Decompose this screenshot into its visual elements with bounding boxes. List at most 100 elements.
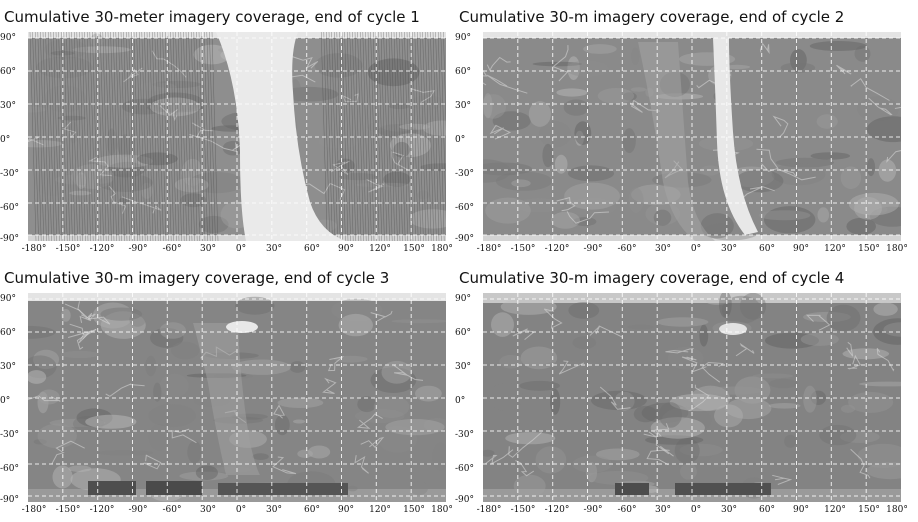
lat-label-30s: -30° (0, 430, 19, 440)
partial-swath-region (193, 323, 260, 475)
map-graphic (28, 293, 446, 502)
dark-gap-patch (675, 483, 771, 495)
lon-label-150: 150° (858, 244, 880, 254)
lon-label-90: 90° (338, 244, 354, 254)
lon-label-30a: 30° (655, 505, 671, 515)
bright-feature (226, 321, 258, 333)
lon-label-m60: -60° (162, 505, 182, 515)
lon-label-m90: -90° (128, 505, 148, 515)
lon-label-30a: 30° (200, 505, 216, 515)
coverage-gap-region (713, 38, 758, 235)
lon-label-m90: -90° (583, 505, 603, 515)
lat-label-60n: 60° (455, 67, 471, 77)
panel-cycle-4: Cumulative 30-m imagery coverage, end of… (455, 261, 910, 522)
lon-label-m120: -120° (544, 505, 570, 515)
lon-label-90: 90° (793, 505, 809, 515)
lon-label-m180: -180° (21, 505, 47, 515)
lat-label-90s: -90° (0, 495, 19, 505)
lat-label-0: 0° (455, 135, 466, 145)
lon-label-m120: -120° (544, 244, 570, 254)
lon-label-0: 0° (690, 244, 702, 254)
map-graphic (28, 32, 446, 241)
lon-label-m120: -120° (89, 505, 115, 515)
lat-label-0: 0° (0, 396, 11, 406)
lon-label-30b: 30° (721, 244, 737, 254)
lon-label-m120: -120° (89, 244, 115, 254)
lat-label-90s: -90° (0, 234, 19, 244)
terrain-texture (483, 293, 901, 499)
lon-label-90: 90° (793, 244, 809, 254)
lon-label-60: 60° (304, 244, 320, 254)
lon-label-30b: 30° (266, 505, 282, 515)
lat-label-60s: -60° (0, 464, 19, 474)
panel-title: Cumulative 30-m imagery coverage, end of… (459, 8, 845, 26)
lon-label-m150: -150° (510, 505, 536, 515)
lon-label-90: 90° (338, 505, 354, 515)
lon-label-30a: 30° (655, 244, 671, 254)
dark-gap-patch (615, 483, 649, 495)
dark-gap-patch (218, 483, 348, 495)
lat-label-30s: -30° (455, 430, 474, 440)
lat-label-90n: 90° (0, 33, 16, 43)
lon-label-120: 120° (369, 244, 391, 254)
panel-cycle-3: Cumulative 30-m imagery coverage, end of… (0, 261, 455, 522)
lon-label-180: 180° (886, 505, 908, 515)
lat-label-90s: -90° (455, 234, 474, 244)
lon-label-m90: -90° (128, 244, 148, 254)
lon-label-150: 150° (403, 244, 425, 254)
lon-label-60: 60° (759, 505, 775, 515)
map-graphic (483, 32, 901, 241)
lat-label-60n: 60° (0, 328, 16, 338)
venus-coverage-map (483, 32, 901, 241)
map-graphic (483, 293, 901, 502)
lat-label-30s: -30° (455, 169, 474, 179)
venus-coverage-map (28, 293, 446, 502)
lon-label-0: 0° (690, 505, 702, 515)
lat-label-90n: 90° (455, 294, 471, 304)
lon-label-60: 60° (759, 244, 775, 254)
lat-label-90n: 90° (455, 33, 471, 43)
lat-label-60s: -60° (455, 464, 474, 474)
lon-label-m180: -180° (476, 505, 502, 515)
lon-label-m60: -60° (162, 244, 182, 254)
polar-gap-north (28, 293, 446, 301)
lon-label-m60: -60° (617, 505, 637, 515)
lon-label-0: 0° (235, 505, 247, 515)
lon-label-180: 180° (431, 244, 453, 254)
lon-label-120: 120° (369, 505, 391, 515)
polar-strip-north (483, 293, 901, 303)
lat-label-0: 0° (455, 396, 466, 406)
lat-label-30s: -30° (0, 169, 19, 179)
lat-label-90n: 90° (0, 294, 16, 304)
lon-label-120: 120° (824, 244, 846, 254)
lon-label-m180: -180° (21, 244, 47, 254)
lat-label-0: 0° (0, 135, 11, 145)
lon-label-30b: 30° (266, 244, 282, 254)
lon-label-30a: 30° (200, 244, 216, 254)
lon-label-120: 120° (824, 505, 846, 515)
lon-label-m150: -150° (55, 505, 81, 515)
lat-label-60n: 60° (0, 67, 16, 77)
dark-gap-patch (146, 481, 202, 495)
venus-coverage-map (483, 293, 901, 502)
lon-label-180: 180° (431, 505, 453, 515)
lat-label-30n: 30° (455, 362, 471, 372)
panel-title: Cumulative 30-m imagery coverage, end of… (4, 269, 390, 287)
panel-cycle-2: Cumulative 30-m imagery coverage, end of… (455, 0, 910, 261)
lat-label-90s: -90° (455, 495, 474, 505)
lon-label-180: 180° (886, 244, 908, 254)
terrain-base (483, 293, 901, 502)
lat-label-30n: 30° (0, 362, 16, 372)
lat-label-60s: -60° (0, 203, 19, 213)
bright-feature (719, 323, 747, 335)
lon-label-0: 0° (235, 244, 247, 254)
lon-label-m90: -90° (583, 244, 603, 254)
lon-label-60: 60° (304, 505, 320, 515)
lon-label-m150: -150° (510, 244, 536, 254)
dark-gap-patch (88, 481, 136, 495)
lat-label-60n: 60° (455, 328, 471, 338)
panel-title: Cumulative 30-m imagery coverage, end of… (459, 269, 845, 287)
terrain-texture (483, 41, 901, 241)
lon-label-m60: -60° (617, 244, 637, 254)
lon-label-150: 150° (858, 505, 880, 515)
